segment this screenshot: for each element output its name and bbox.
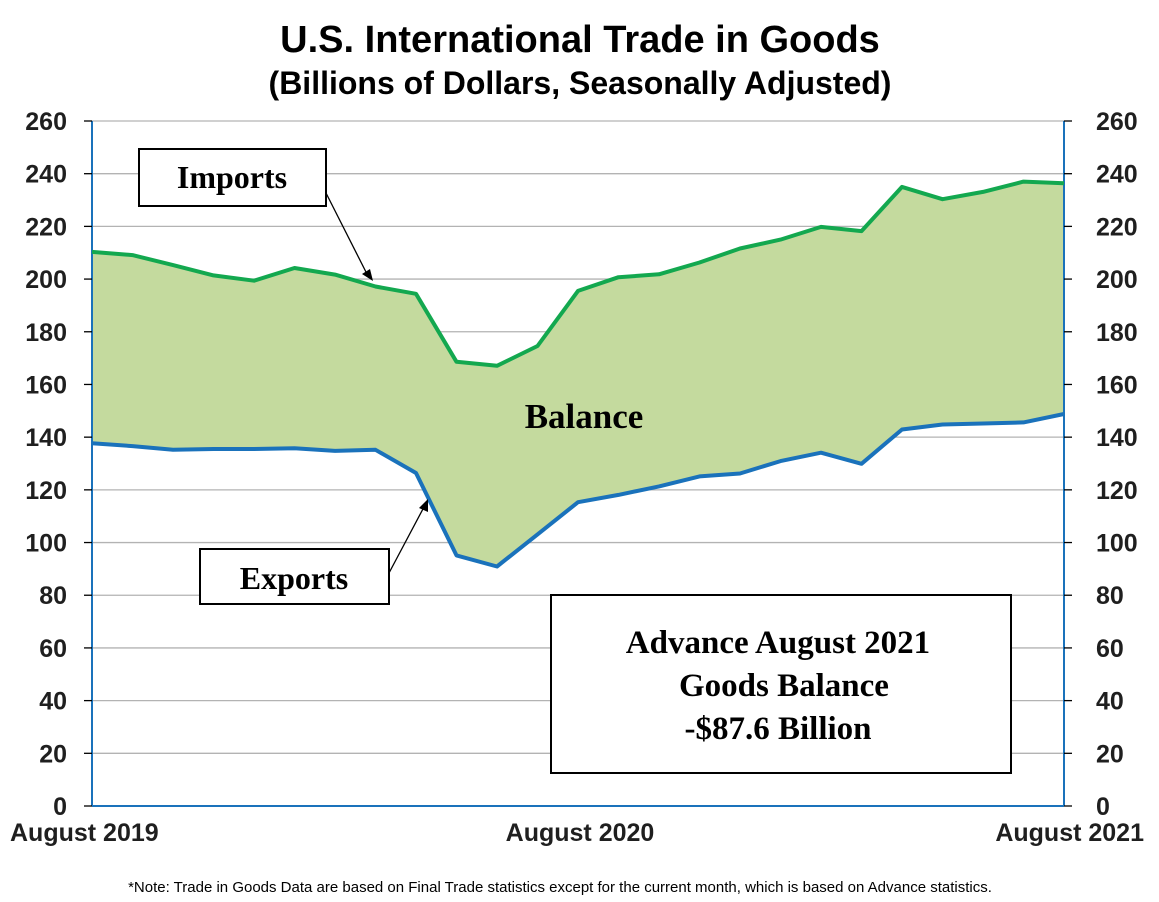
exports-pointer-line <box>388 506 425 574</box>
x-tick-label: August 2019 <box>10 819 159 847</box>
y-tick-label-right: 80 <box>1096 582 1124 610</box>
callout-line-3: -$87.6 Billion <box>684 711 871 747</box>
y-tick-label-left: 160 <box>25 371 67 399</box>
y-tick-label-left: 240 <box>25 161 67 189</box>
callout-line-1: Advance August 2021 <box>626 625 930 661</box>
balance-label: Balance <box>525 397 644 436</box>
y-tick-label-right: 120 <box>1096 477 1138 505</box>
exports-label-box: Exports <box>199 548 390 605</box>
left-y-axis-ticks: 0 20 40 60 80 100 120 140 160 180 200 220 240 260 <box>25 108 92 821</box>
y-tick-label-right: 60 <box>1096 635 1124 663</box>
footnote: *Note: Trade in Goods Data are based on … <box>128 879 992 896</box>
y-tick-label-left: 40 <box>39 688 67 716</box>
y-tick-label-left: 60 <box>39 635 67 663</box>
imports-pointer-line <box>325 192 369 277</box>
imports-label-box: Imports <box>138 148 327 207</box>
right-y-axis-ticks: 0 20 40 60 80 100 120 140 160 180 200 220 240 260 <box>1064 108 1138 821</box>
y-tick-label-right: 160 <box>1096 371 1138 399</box>
y-tick-label-right: 0 <box>1096 793 1110 821</box>
balance-area <box>92 181 1064 567</box>
y-tick-label-right: 100 <box>1096 530 1138 558</box>
y-tick-label-right: 200 <box>1096 266 1138 294</box>
exports-label: Exports <box>240 560 348 596</box>
imports-label: Imports <box>177 159 287 195</box>
imports-pointer-arrowhead <box>362 269 373 281</box>
imports-line <box>91 179 1065 368</box>
exports-pointer-arrowhead <box>419 499 428 512</box>
y-tick-label-left: 120 <box>25 477 67 505</box>
y-tick-label-left: 260 <box>25 108 67 136</box>
y-tick-label-right: 260 <box>1096 108 1138 136</box>
y-tick-label-right: 20 <box>1096 740 1124 768</box>
callout-line-2: Goods Balance <box>679 668 889 704</box>
y-tick-label-right: 40 <box>1096 688 1124 716</box>
y-tick-label-left: 100 <box>25 530 67 558</box>
chart-subtitle: (Billions of Dollars, Seasonally Adjuste… <box>269 65 892 101</box>
y-tick-label-left: 200 <box>25 266 67 294</box>
y-tick-label-left: 180 <box>25 319 67 347</box>
y-tick-label-right: 220 <box>1096 213 1138 241</box>
x-tick-label: August 2020 <box>506 819 655 847</box>
y-tick-label-left: 0 <box>53 793 67 821</box>
y-tick-label-left: 80 <box>39 582 67 610</box>
exports-line <box>91 412 1065 569</box>
advance-balance-callout: Advance August 2021 Goods Balance -$87.6… <box>550 594 1012 774</box>
axes <box>91 121 1065 807</box>
x-tick-label: August 2021 <box>995 819 1144 847</box>
y-tick-label-left: 20 <box>39 740 67 768</box>
y-tick-label-right: 240 <box>1096 161 1138 189</box>
y-tick-label-left: 140 <box>25 424 67 452</box>
x-axis-ticks: August 2019 August 2020 August 2021 <box>10 819 1144 847</box>
y-tick-label-right: 140 <box>1096 424 1138 452</box>
y-tick-label-left: 220 <box>25 213 67 241</box>
y-tick-label-right: 180 <box>1096 319 1138 347</box>
chart-title: U.S. International Trade in Goods <box>280 19 880 61</box>
